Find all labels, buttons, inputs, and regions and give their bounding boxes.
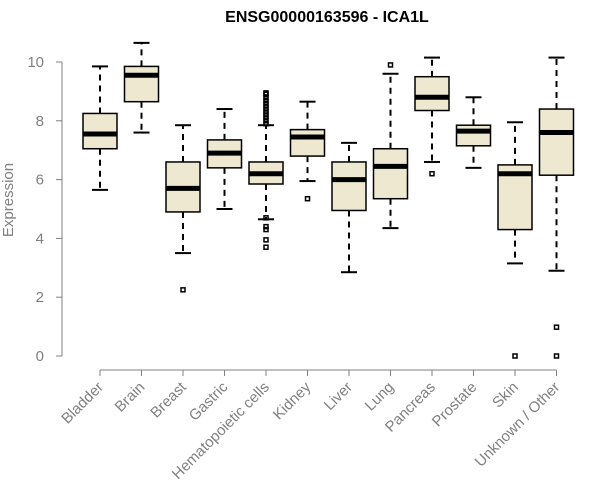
x-tick-label: Liver [321,379,356,414]
outlier-point [263,237,269,243]
chart-title: ENSG00000163596 - ICA1L [225,9,429,26]
outlier-point [553,353,560,359]
plot-area [82,41,575,359]
outlier-point [263,223,269,230]
x-tick-label: Skin [489,379,522,412]
x-tick-label: Brain [112,379,149,416]
iqr-box [331,161,367,212]
x-tick-label: Breast [147,378,190,421]
y-tick-label: 4 [36,230,44,247]
box-brain [123,41,160,134]
outlier-point [263,120,269,127]
iqr-box [289,128,326,157]
box-breast [165,124,201,293]
outlier-point [304,195,311,202]
box-unknown-other [538,56,575,359]
iqr-box [538,108,575,176]
iqr-box [455,124,492,147]
y-tick-label: 8 [36,113,44,130]
y-tick-label: 2 [36,289,44,306]
outlier-point [263,103,269,109]
x-tick-label: Kidney [270,378,315,423]
outlier-point [387,62,394,68]
x-tick-label: Bladder [58,379,107,428]
outlier-point [263,100,269,106]
outlier-point [263,109,269,115]
outlier-point [263,244,269,250]
box-prostate [455,96,492,169]
y-axis-label: Expression [0,163,17,237]
y-axis: 0 2 4 6 8 10 [27,54,63,365]
outlier-point [263,226,269,233]
box-pancreas [414,56,450,177]
outlier-point [263,215,269,221]
outlier-point [263,97,269,103]
iqr-box [372,147,409,200]
box-kidney [289,100,326,202]
outlier-point [429,170,435,177]
outlier-point [263,112,269,118]
box-bladder [82,65,118,191]
iqr-box [414,75,450,112]
outlier-point [553,324,560,330]
box-hematopoietic-cells [248,90,284,250]
box-liver [331,141,367,274]
outlier-point [263,106,269,112]
outlier-point [263,115,269,121]
outlier-point [263,90,269,96]
iqr-box [82,112,118,150]
outlier-point [263,118,269,124]
y-tick-label: 10 [27,54,44,71]
box-lung [372,62,409,230]
box-skin [497,121,533,359]
y-tick-label: 6 [36,172,44,189]
iqr-box [123,65,160,103]
y-tick-label: 0 [36,348,44,365]
x-tick-label: Prostate [429,379,481,431]
outlier-point [180,287,186,293]
outlier-point [512,353,518,359]
box-gastric [206,108,243,210]
x-tick-label: Lung [362,379,398,415]
